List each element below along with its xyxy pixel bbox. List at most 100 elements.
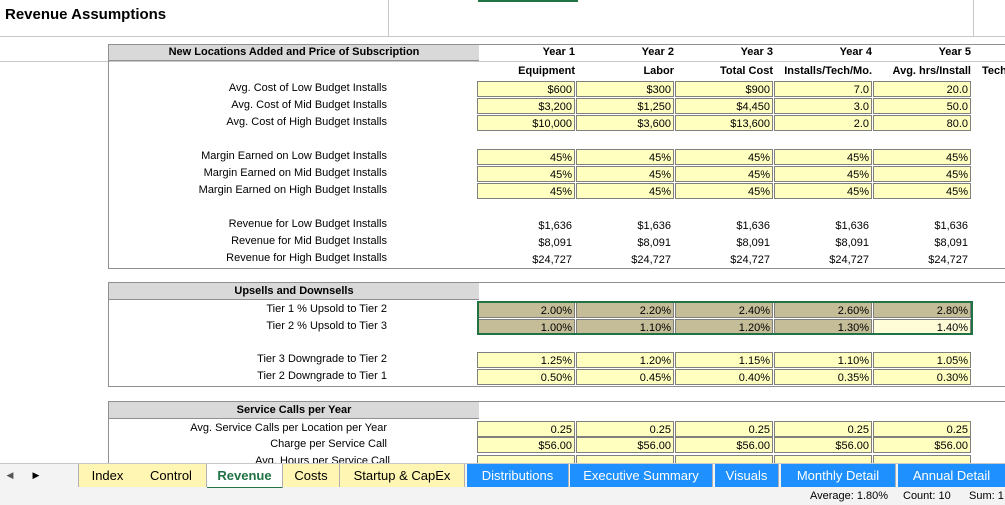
value-cell[interactable]: 45% xyxy=(873,166,971,182)
value-cell[interactable]: 45% xyxy=(576,149,674,165)
value-cell[interactable]: 45% xyxy=(576,166,674,182)
row-label: Tier 3 Downgrade to Tier 2 xyxy=(257,353,387,365)
clipped-value-cell xyxy=(477,455,575,463)
value-cell[interactable]: 45% xyxy=(477,149,575,165)
value-cell[interactable]: $8,091 xyxy=(637,237,671,249)
row-label: Avg. Cost of Low Budget Installs xyxy=(228,82,387,94)
value-cell[interactable]: 45% xyxy=(774,149,872,165)
value-cell[interactable]: 45% xyxy=(675,166,773,182)
tab-index[interactable]: Index xyxy=(78,464,137,487)
sub-header: Avg. hrs/Install xyxy=(892,65,971,77)
tab-startup-capex[interactable]: Startup & CapEx xyxy=(340,464,465,487)
row-label: Revenue for High Budget Installs xyxy=(226,252,387,264)
value-cell[interactable]: $1,636 xyxy=(934,220,968,232)
grid-line xyxy=(0,36,1005,37)
value-cell[interactable]: $3,600 xyxy=(576,115,674,131)
value-cell[interactable]: $56.00 xyxy=(873,437,971,453)
value-cell[interactable]: $8,091 xyxy=(934,237,968,249)
value-cell[interactable]: $8,091 xyxy=(538,237,572,249)
value-cell[interactable]: $56.00 xyxy=(774,437,872,453)
scroll-tabs-right-icon[interactable]: ▶ xyxy=(32,470,40,480)
value-cell[interactable]: 80.0 xyxy=(873,115,971,131)
value-cell[interactable]: 0.40% xyxy=(675,369,773,385)
grid-line xyxy=(388,0,389,36)
value-cell[interactable]: 0.25 xyxy=(477,421,575,437)
value-cell[interactable]: 7.0 xyxy=(774,81,872,97)
value-cell[interactable]: 45% xyxy=(675,183,773,199)
value-cell[interactable]: $24,727 xyxy=(829,254,869,266)
value-cell[interactable]: $24,727 xyxy=(730,254,770,266)
sub-header: Total Cost xyxy=(720,65,773,77)
clipped-value-cell xyxy=(873,455,971,463)
tab-annual-detail[interactable]: Annual Detail xyxy=(898,464,1005,487)
value-cell[interactable]: $1,636 xyxy=(637,220,671,232)
value-cell[interactable]: 45% xyxy=(873,183,971,199)
value-cell[interactable]: $1,250 xyxy=(576,98,674,114)
value-cell[interactable]: 45% xyxy=(774,166,872,182)
value-cell[interactable]: 0.45% xyxy=(576,369,674,385)
value-cell[interactable]: 0.25 xyxy=(675,421,773,437)
value-cell[interactable]: 0.35% xyxy=(774,369,872,385)
value-cell[interactable]: 0.25 xyxy=(873,421,971,437)
value-cell[interactable]: 1.15% xyxy=(675,352,773,368)
tab-visuals[interactable]: Visuals xyxy=(715,464,779,487)
year-header: Year 5 xyxy=(938,46,971,58)
status-bar: Average: 1.80% Count: 10 Sum: 1 xyxy=(0,488,1005,505)
value-cell[interactable]: $56.00 xyxy=(477,437,575,453)
value-cell[interactable]: 0.25 xyxy=(576,421,674,437)
value-cell[interactable]: $900 xyxy=(675,81,773,97)
value-cell[interactable]: 45% xyxy=(477,166,575,182)
scroll-tabs-left-icon[interactable]: ◀ xyxy=(6,470,14,480)
value-cell[interactable]: $10,000 xyxy=(477,115,575,131)
value-cell[interactable]: $56.00 xyxy=(576,437,674,453)
value-cell[interactable]: $600 xyxy=(477,81,575,97)
value-cell[interactable]: 45% xyxy=(477,183,575,199)
tab-control[interactable]: Control xyxy=(136,464,207,487)
year-header: Year 2 xyxy=(641,46,674,58)
value-cell[interactable]: 0.50% xyxy=(477,369,575,385)
value-cell[interactable]: $8,091 xyxy=(736,237,770,249)
value-cell[interactable]: $4,450 xyxy=(675,98,773,114)
value-cell[interactable]: $24,727 xyxy=(532,254,572,266)
sub-header: Installs/Tech/Mo. xyxy=(784,65,872,77)
value-cell[interactable]: 0.25 xyxy=(774,421,872,437)
value-cell[interactable]: $24,727 xyxy=(631,254,671,266)
tab-monthly-detail[interactable]: Monthly Detail xyxy=(781,464,896,487)
value-cell[interactable]: $1,636 xyxy=(736,220,770,232)
value-cell[interactable]: 0.30% xyxy=(873,369,971,385)
clipped-value-cell xyxy=(675,455,773,463)
value-cell[interactable]: $300 xyxy=(576,81,674,97)
value-cell[interactable]: 50.0 xyxy=(873,98,971,114)
value-cell[interactable]: 1.05% xyxy=(873,352,971,368)
value-cell[interactable]: 1.30% xyxy=(774,319,872,335)
value-cell[interactable]: 45% xyxy=(774,183,872,199)
grid-line xyxy=(973,0,974,36)
value-cell[interactable]: 1.00% xyxy=(477,319,575,335)
value-cell[interactable]: 45% xyxy=(576,183,674,199)
tab-distributions[interactable]: Distributions xyxy=(467,464,569,487)
grid-line xyxy=(0,61,1005,62)
value-cell[interactable]: 20.0 xyxy=(873,81,971,97)
value-cell[interactable]: 45% xyxy=(675,149,773,165)
value-cell[interactable]: 1.25% xyxy=(477,352,575,368)
tab-executive-summary[interactable]: Executive Summary xyxy=(570,464,713,487)
value-cell[interactable]: $1,636 xyxy=(835,220,869,232)
value-cell[interactable]: $56.00 xyxy=(675,437,773,453)
value-cell[interactable]: 45% xyxy=(873,149,971,165)
value-cell[interactable]: $8,091 xyxy=(835,237,869,249)
value-cell[interactable]: $3,200 xyxy=(477,98,575,114)
value-cell[interactable]: 3.0 xyxy=(774,98,872,114)
value-cell[interactable]: $1,636 xyxy=(538,220,572,232)
value-cell[interactable]: 2.40% xyxy=(675,302,773,318)
tab-revenue[interactable]: Revenue xyxy=(207,464,283,489)
value-cell[interactable]: $24,727 xyxy=(928,254,968,266)
tab-costs[interactable]: Costs xyxy=(283,464,340,487)
status-sum: Sum: 1 xyxy=(969,490,1004,502)
sub-header: Equipment xyxy=(518,65,575,77)
value-cell[interactable]: 1.10% xyxy=(774,352,872,368)
sheet-title: Revenue Assumptions xyxy=(5,6,167,23)
value-cell[interactable]: 2.60% xyxy=(774,302,872,318)
value-cell[interactable]: $13,600 xyxy=(675,115,773,131)
value-cell[interactable]: 1.20% xyxy=(576,352,674,368)
value-cell[interactable]: 2.0 xyxy=(774,115,872,131)
